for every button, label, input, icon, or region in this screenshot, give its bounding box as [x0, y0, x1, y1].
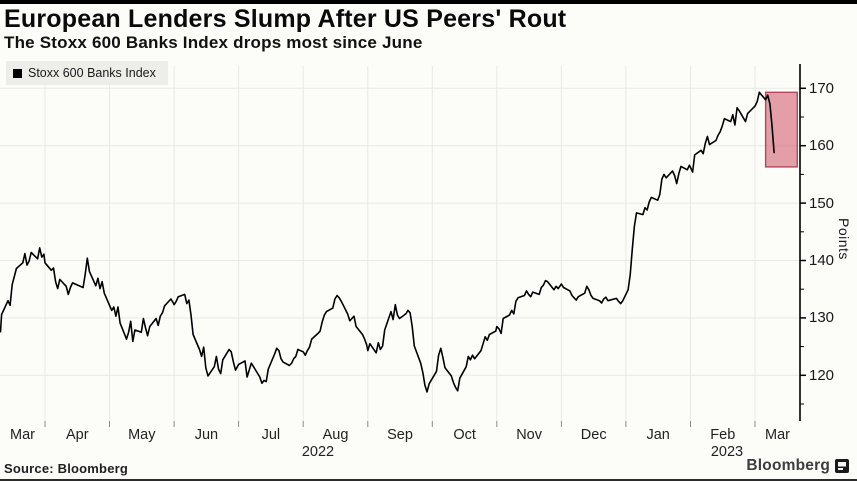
- legend-label: Stoxx 600 Banks Index: [28, 66, 156, 80]
- bloomberg-logo: Bloomberg: [746, 457, 849, 475]
- top-border-bar: [0, 0, 857, 4]
- bloomberg-terminal-icon: [835, 459, 849, 473]
- chart-title: European Lenders Slump After US Peers' R…: [4, 5, 567, 33]
- index-line-series: [0, 91, 775, 393]
- chart-subtitle: The Stoxx 600 Banks Index drops most sin…: [4, 33, 423, 52]
- bloomberg-wordmark: Bloomberg: [746, 457, 830, 474]
- legend-swatch-icon: [13, 68, 22, 78]
- y-axis-title: Points: [836, 218, 852, 260]
- source-note: Source: Bloomberg: [4, 461, 129, 476]
- bottom-border-bar: [0, 479, 857, 481]
- rout-highlight-box: [764, 91, 798, 168]
- legend: Stoxx 600 Banks Index: [6, 61, 168, 85]
